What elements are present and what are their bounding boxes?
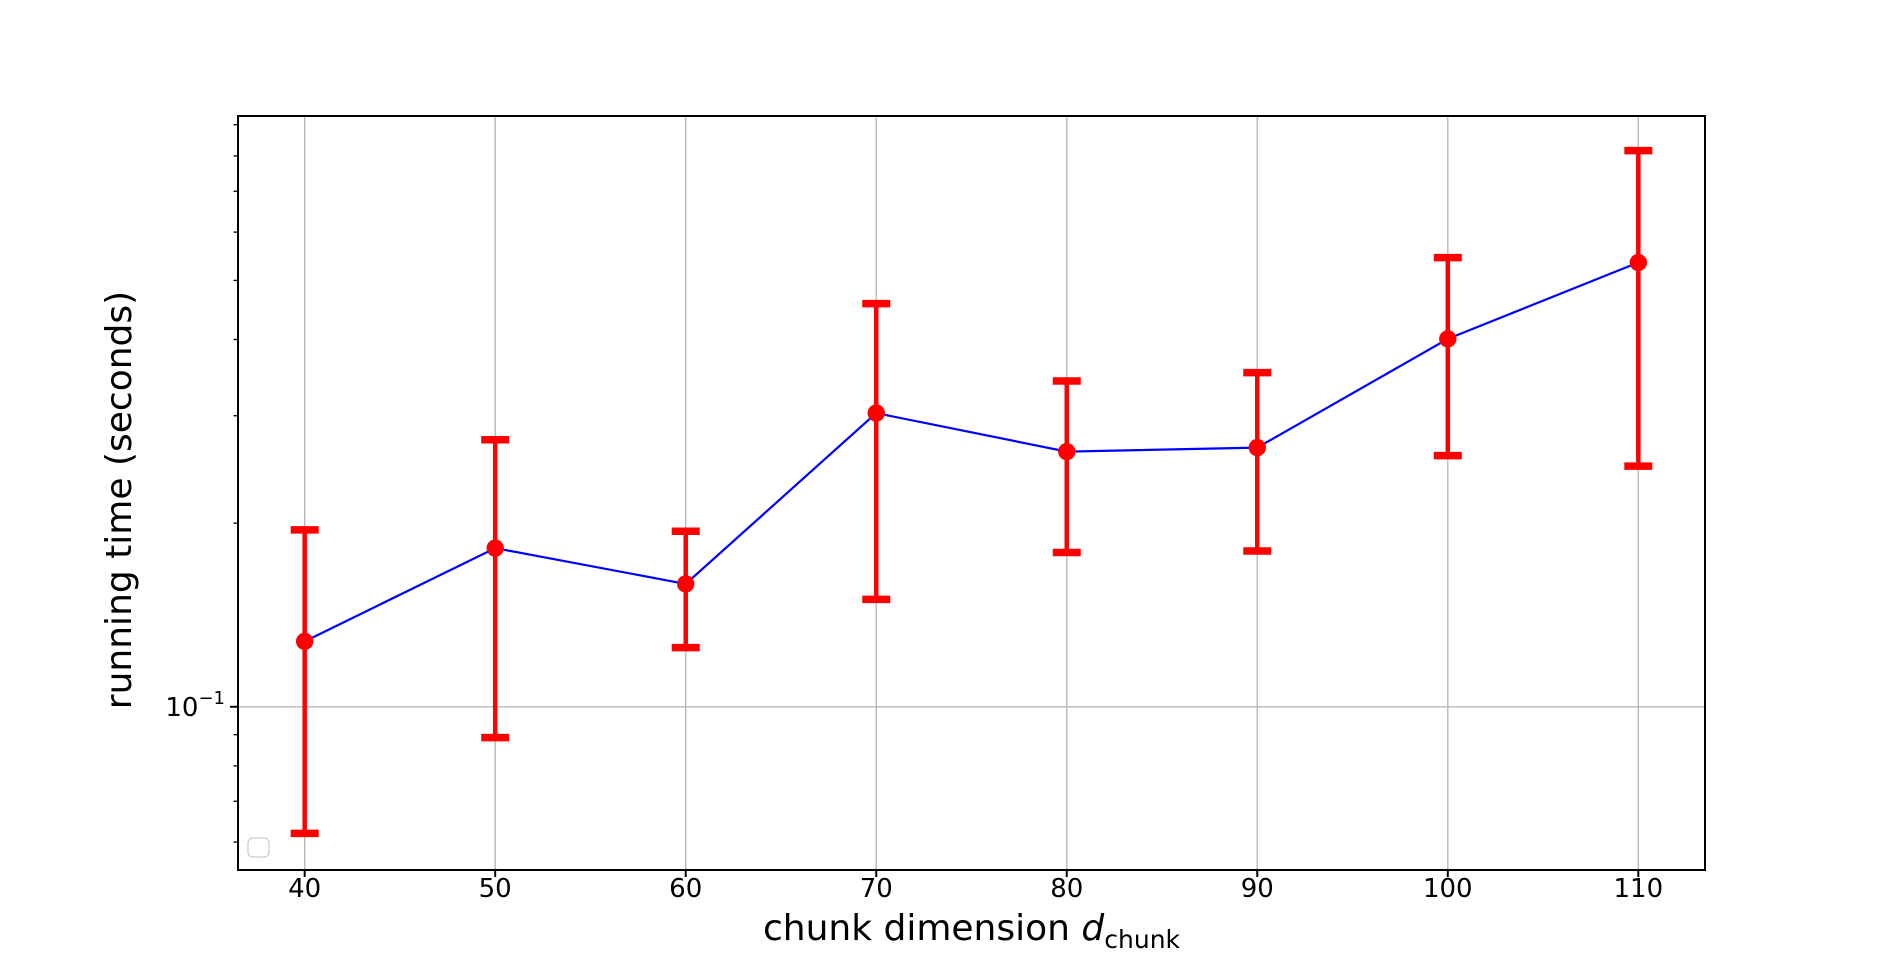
x-tick-label: 60: [669, 874, 702, 904]
x-tick-label: 40: [288, 874, 321, 904]
data-point: [486, 539, 504, 557]
x-tick-label: 100: [1423, 874, 1473, 904]
data-point: [1629, 253, 1648, 272]
series-line: [304, 261, 1639, 643]
legend-box: [247, 837, 270, 858]
x-tick-label: 90: [1241, 874, 1274, 904]
x-tick-label: 80: [1050, 874, 1083, 904]
data-point: [867, 404, 885, 422]
y-axis-label: running time (seconds): [99, 291, 140, 709]
x-axis-label: chunk dimension dchunk: [763, 908, 1181, 954]
data-point: [1058, 442, 1076, 461]
y-tick-label: 10−1: [165, 688, 225, 723]
data-point: [295, 632, 314, 651]
x-tick-label: 70: [860, 874, 893, 904]
plot-border: [237, 115, 1706, 871]
data-point: [677, 575, 695, 593]
data-point: [1439, 330, 1457, 348]
x-tick-label: 110: [1613, 874, 1663, 904]
x-tick-label: 50: [479, 874, 512, 904]
data-point: [1248, 438, 1266, 457]
